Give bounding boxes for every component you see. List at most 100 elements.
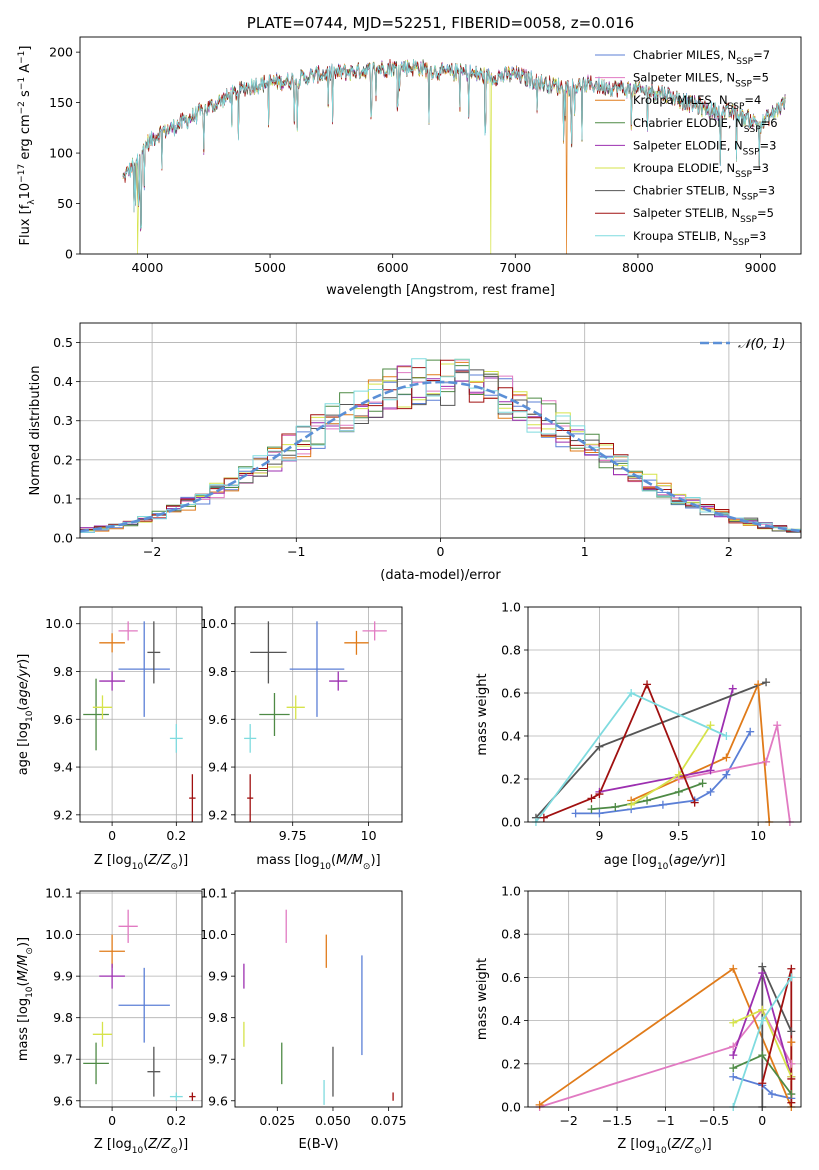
y-tick-label: 9.2 [53,807,73,822]
plot-area-mass_vs_Z [83,909,196,1101]
weight-marker-chabrier-stelib [758,962,767,971]
spectrum-line-salpeter-stelib [122,58,786,227]
weight-line-salpeter-miles [539,1008,793,1107]
legend-label: Kroupa STELIB, NSSP=3 [633,229,766,248]
x-tick-label: 5000 [254,260,286,275]
normal-curve [80,380,801,533]
y-tick-label: 200 [49,45,73,60]
weight-marker-kroupa-stelib [722,732,731,740]
y-tick-label: 9.7 [208,1052,228,1067]
weight-marker-salpeter-elodie [728,684,737,693]
weight-marker-chabrier-stelib [595,742,604,751]
x-tick-label: 10 [361,828,377,843]
y-tick-label: 9.8 [208,1010,228,1025]
weight-marker-salpeter-elodie [706,766,715,775]
axes-frame [79,322,802,539]
plot-area-age_vs_Z [83,621,196,822]
y-axis-label: mass weight [475,958,490,1040]
x-tick-label: 9000 [745,260,777,275]
x-tick-label: −2 [559,1113,577,1128]
x-tick-label: 0.2 [166,1113,186,1128]
y-tick-label: 0.4 [501,1013,521,1028]
weight-marker-salpeter-stelib [690,798,699,807]
y-tick-label: 10.0 [45,616,73,631]
y-tick-label: 10.1 [200,886,228,901]
weight-marker-kroupa-elodie [674,770,683,779]
legend-label: Salpeter MILES, NSSP=5 [633,71,769,90]
y-tick-label: 9.4 [208,760,228,775]
y-tick-label: 0.2 [501,772,521,787]
x-tick-label: 10 [750,828,766,843]
y-tick-label: 50 [57,196,73,211]
weight-marker-chabrier-miles [595,809,604,818]
y-tick-label: 9.8 [53,1010,73,1025]
x-tick-label: 8000 [622,260,654,275]
y-tick-label: 10.1 [45,886,73,901]
legend-label: Kroupa MILES, NSSP=4 [633,93,761,112]
x-tick-label: 9 [595,828,603,843]
y-axis-label: age [log10(age/yr)] [16,654,35,776]
x-tick-label: −1 [656,1113,674,1128]
x-tick-label: 2 [725,544,733,559]
weight-marker-kroupa-stelib [758,1016,767,1025]
y-tick-label: 0 [65,247,73,262]
weight-marker-kroupa-miles [729,964,738,973]
weight-marker-chabrier-miles [729,1072,738,1081]
axes-frame [527,890,802,1108]
weight-marker-salpeter-stelib [595,790,604,799]
y-tick-label: 9.6 [208,1093,228,1108]
legend-label: Chabrier MILES, NSSP=7 [633,48,770,67]
weight-marker-salpeter-stelib [539,813,548,822]
weight-line-chabrier-miles [575,731,751,815]
y-tick-label: 0.0 [53,531,73,546]
x-axis-label: E(B-V) [298,1137,338,1152]
legend-label: 𝒩(0, 1) [738,337,785,352]
weight-marker-chabrier-elodie [611,802,620,811]
weight-marker-chabrier-miles [706,787,715,796]
weight-marker-kroupa-miles [722,753,731,762]
x-tick-label: 0 [108,828,116,843]
axes-frame [79,36,802,255]
axes-mass_weight_vs_Z: −2 −1.5 −1 −0.5 0 0.0 0.2 0.4 0.6 0.8 1.0 mass weig… [475,884,802,1156]
x-tick-label: 6000 [377,260,409,275]
y-tick-label: 9.9 [208,969,228,984]
weight-marker-kroupa-elodie [758,1005,767,1014]
x-axis-label: Z [log10(Z/Z⊙)] [617,1137,711,1156]
x-tick-label: 0 [758,1113,766,1128]
axes-spectrum: 4000 5000 6000 7000 8000 9000 0 50 100 150 200 PLAT… [17,14,802,298]
y-tick-label: 9.2 [208,807,228,822]
weight-marker-chabrier-miles [767,1090,776,1099]
y-tick-label: 0.2 [501,1056,521,1071]
weight-marker-kroupa-miles [754,680,763,689]
x-tick-label: −1 [287,544,305,559]
x-tick-label: 7000 [499,260,531,275]
weight-marker-salpeter-miles [762,757,771,766]
x-axis-label: (data-model)/error [380,568,501,583]
x-axis-label: wavelength [Angstrom, rest frame] [326,283,555,298]
y-tick-label: 9.6 [53,1093,73,1108]
y-tick-label: 0.1 [53,491,73,506]
y-axis-label: mass weight [475,673,490,755]
weight-marker-kroupa-elodie [729,1018,738,1027]
y-tick-label: 9.9 [53,969,73,984]
x-tick-label: 0 [108,1113,116,1128]
axes-frame [234,890,403,1108]
y-tick-label: 0.3 [53,413,73,428]
plot-area-residuals [80,358,801,535]
weight-marker-kroupa-miles [787,1038,796,1047]
y-tick-label: 0.5 [53,335,73,350]
x-tick-label: 0.2 [166,828,186,843]
y-tick-label: 10.0 [200,616,228,631]
legend-label: Salpeter ELODIE, NSSP=3 [633,138,776,157]
y-tick-label: 10.0 [200,927,228,942]
weight-marker-chabrier-elodie [674,787,683,796]
x-tick-label: 1 [581,544,589,559]
weight-marker-salpeter-miles [787,1059,796,1068]
plot-area-age_vs_mass [244,621,387,822]
y-tick-label: 9.8 [53,664,73,679]
weight-marker-chabrier-elodie [787,1090,796,1099]
axes-frame [79,606,203,823]
weight-marker-kroupa-stelib [627,689,636,697]
